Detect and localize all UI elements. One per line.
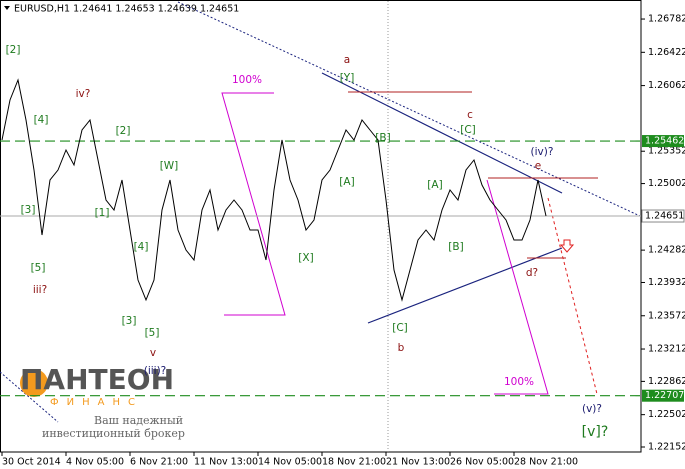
- wave-label: [Y]: [340, 72, 355, 84]
- wave-label: [X]: [298, 252, 313, 264]
- logo: ПАНТЕОН ФИНАНС Ваш надежный инвестиционн…: [20, 363, 185, 440]
- wave-label: [2]: [6, 44, 21, 56]
- wave-label: 100%: [504, 376, 534, 388]
- logo-tagline: инвестиционный брокер: [42, 427, 185, 440]
- x-tick-label: 28 Nov 21:00: [514, 457, 578, 468]
- trend-line-dotted: [177, 1, 641, 217]
- fibo-projection: [221, 92, 286, 316]
- price-line: [1, 78, 547, 302]
- x-tick-label: 11 Nov 13:00: [194, 457, 258, 468]
- x-tick-label: 6 Nov 21:00: [130, 457, 188, 468]
- y-tick-label: 1.22502: [648, 409, 685, 420]
- wave-label: a: [344, 54, 350, 66]
- wave-label: [4]: [34, 114, 49, 126]
- level-label: 1.25462: [645, 136, 684, 147]
- level-label: 1.22707: [645, 390, 684, 401]
- wave-label: v: [150, 347, 156, 359]
- y-tick-label: 1.26782: [648, 14, 685, 25]
- wave-label: (iii)?: [144, 365, 167, 377]
- wave-label: [5]: [31, 262, 46, 274]
- wave-label: [2]: [116, 125, 131, 137]
- trend-line: [321, 72, 563, 194]
- y-tick-label: 1.22152: [648, 442, 685, 453]
- wave-label: [B]: [448, 241, 463, 253]
- current-price-label: 1.24651: [645, 211, 684, 222]
- plot-frame: [0, 0, 642, 453]
- x-tick-label: 30 Oct 2014: [2, 457, 61, 468]
- current-price-box: [641, 209, 685, 223]
- wave-label: [1]: [95, 207, 110, 219]
- chart-title: EURUSD,H1 1.24641 1.24653 1.24639 1.2465…: [14, 4, 239, 15]
- wave-label: d?: [526, 267, 538, 279]
- wave-label: 100%: [232, 74, 262, 86]
- projection-line: [547, 197, 598, 395]
- fibo-projection: [486, 179, 549, 395]
- y-tick-label: 1.26062: [648, 80, 685, 91]
- x-tick-label: 26 Nov 05:00: [450, 457, 514, 468]
- y-tick-label: 1.22862: [648, 376, 685, 387]
- wave-label: iii?: [33, 284, 47, 296]
- wave-label: (iv)?: [531, 146, 554, 158]
- wave-label: [A]: [339, 176, 354, 188]
- wave-label: [C]: [460, 124, 476, 136]
- x-tick-label: 4 Nov 05:00: [66, 457, 124, 468]
- wave-label: [5]: [145, 327, 160, 339]
- x-tick-label: 18 Nov 21:00: [322, 457, 386, 468]
- logo-sub: ФИНАНС: [50, 397, 143, 408]
- y-tick-label: 1.23932: [648, 277, 685, 288]
- wave-label: [A]: [427, 179, 442, 191]
- wave-label: [3]: [122, 315, 137, 327]
- wave-label: iv?: [76, 88, 91, 100]
- y-tick-label: 1.23212: [648, 344, 685, 355]
- x-tick-label: 14 Nov 05:00: [258, 457, 322, 468]
- trend-line-dotted: [0, 371, 59, 423]
- wave-label: c: [467, 109, 473, 121]
- y-tick-label: 1.25352: [648, 146, 685, 157]
- x-tick-label: 21 Nov 13:00: [386, 457, 450, 468]
- y-tick-label: 1.26422: [648, 47, 685, 58]
- trend-line: [367, 247, 563, 324]
- y-tick-label: 1.23572: [648, 310, 685, 321]
- wave-label: e: [535, 160, 541, 172]
- dropdown-icon: [4, 6, 10, 10]
- y-tick-label: 1.25002: [648, 178, 685, 189]
- wave-label: b: [398, 342, 405, 354]
- wave-label: [B]: [375, 132, 390, 144]
- wave-label: [v]?: [582, 424, 609, 440]
- logo-circle: [20, 369, 48, 397]
- wave-label: [4]: [134, 241, 149, 253]
- wave-label: [W]: [160, 160, 179, 172]
- wave-label: [C]: [392, 322, 408, 334]
- logo-name: ПАНТЕОН: [20, 363, 174, 396]
- level-label-box: [642, 135, 684, 148]
- arrow-down: [559, 239, 575, 253]
- level-label-box: [642, 389, 684, 402]
- wave-label: [3]: [21, 204, 36, 216]
- wave-label: (v)?: [582, 403, 602, 415]
- logo-tagline: Ваш надежный: [94, 414, 183, 427]
- y-tick-label: 1.24282: [648, 245, 685, 256]
